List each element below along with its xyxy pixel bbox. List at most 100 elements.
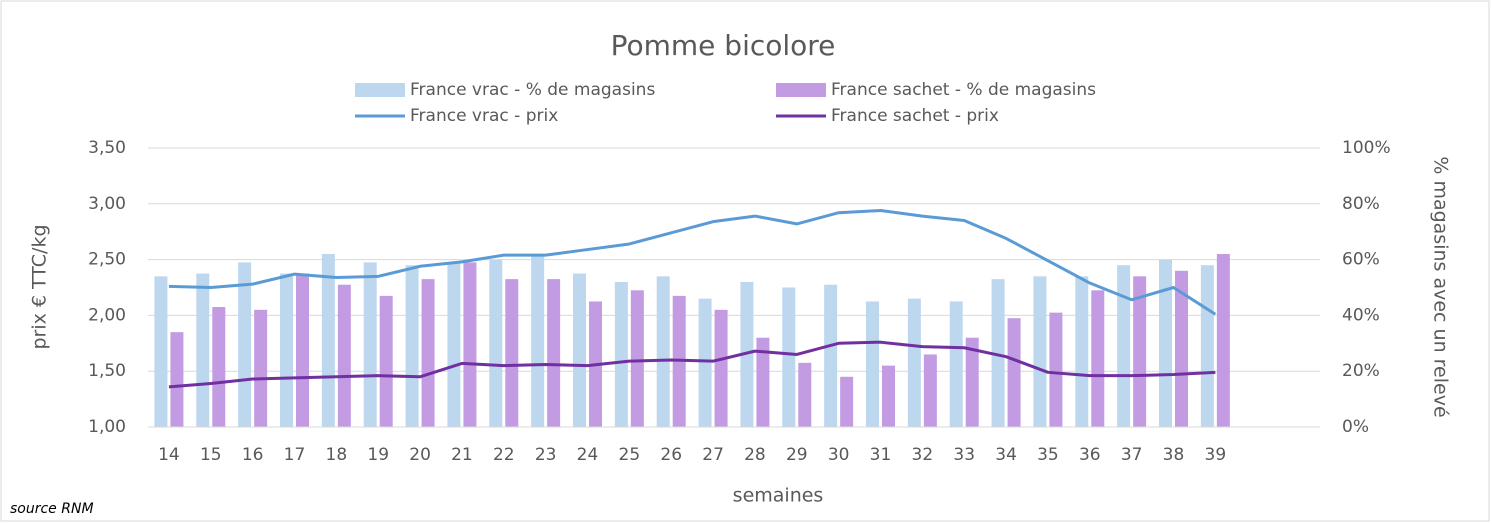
- bar: [463, 262, 477, 427]
- x-tick-label: 36: [1079, 445, 1101, 465]
- x-tick-label: 30: [828, 445, 850, 465]
- x-tick-label: 19: [367, 445, 389, 465]
- x-tick-label: 22: [493, 445, 515, 465]
- x-tick-label: 15: [200, 445, 222, 465]
- legend-label: France vrac - % de magasins: [410, 80, 655, 100]
- bar: [170, 332, 184, 427]
- x-tick-label: 37: [1121, 445, 1143, 465]
- y2-tick-label: 20%: [1342, 361, 1380, 381]
- x-tick-label: 20: [409, 445, 431, 465]
- bar: [363, 262, 377, 427]
- bar: [840, 376, 854, 427]
- y2-tick-label: 40%: [1342, 305, 1380, 325]
- bar: [907, 298, 921, 427]
- bar: [949, 301, 963, 427]
- bar: [991, 279, 1005, 427]
- legend-label: France sachet - prix: [831, 106, 999, 126]
- x-tick-label: 33: [953, 445, 975, 465]
- line: [168, 340, 1216, 389]
- x-tick-label: 38: [1163, 445, 1185, 465]
- bar: [1175, 270, 1188, 427]
- bar: [1216, 254, 1230, 427]
- bar: [1049, 312, 1063, 427]
- bar: [1007, 318, 1021, 427]
- y2-tick-label: 60%: [1342, 250, 1380, 270]
- x-tick-label: 21: [451, 445, 473, 465]
- x-tick-label: 16: [242, 445, 264, 465]
- x-tick-label: 18: [326, 445, 348, 465]
- x-tick-label: 28: [744, 445, 766, 465]
- bar: [1117, 265, 1131, 427]
- bar: [280, 273, 293, 427]
- bar: [254, 309, 268, 427]
- bar: [573, 273, 586, 427]
- x-tick-label: 23: [535, 445, 557, 465]
- bar: [714, 309, 728, 427]
- x-tick-label: 27: [702, 445, 724, 465]
- bar: [798, 362, 812, 427]
- line: [168, 208, 1217, 316]
- legend-swatch: [355, 83, 405, 97]
- bar: [547, 279, 561, 427]
- bar: [238, 262, 252, 427]
- chart-title: Pomme bicolore: [611, 29, 836, 62]
- y-tick-label: 2,00: [88, 305, 126, 325]
- y2-tick-label: 0%: [1342, 417, 1369, 437]
- x-tick-label: 25: [619, 445, 641, 465]
- x-tick-label: 26: [660, 445, 682, 465]
- bar: [1133, 276, 1147, 427]
- x-tick-label: 14: [158, 445, 180, 465]
- bar: [196, 273, 210, 427]
- bar: [1075, 276, 1089, 427]
- bar: [882, 365, 895, 427]
- bar: [296, 273, 309, 427]
- y-tick-label: 1,50: [88, 361, 126, 381]
- bar: [923, 354, 937, 427]
- bar: [405, 265, 419, 427]
- legend-label: France vrac - prix: [410, 106, 558, 126]
- bar: [531, 254, 545, 427]
- bar: [866, 301, 879, 427]
- bar: [1091, 290, 1105, 427]
- legend-label: France sachet - % de magasins: [831, 80, 1096, 100]
- x-tick-label: 31: [870, 445, 892, 465]
- bar: [698, 298, 712, 427]
- legend-swatch: [776, 83, 826, 97]
- x-tick-label: 32: [912, 445, 934, 465]
- bar: [489, 259, 503, 427]
- y-axis-title: prix € TTC/kg: [29, 224, 51, 349]
- bar: [656, 276, 670, 427]
- bar: [782, 287, 796, 427]
- bar: [154, 276, 168, 427]
- y-tick-label: 1,00: [88, 417, 126, 437]
- bar: [212, 307, 226, 427]
- y-tick-label: 3,50: [88, 138, 126, 158]
- bar: [614, 281, 628, 427]
- bar: [1033, 276, 1047, 427]
- bar: [379, 295, 393, 427]
- y-tick-label: 3,00: [88, 194, 126, 214]
- x-tick-label: 17: [284, 445, 306, 465]
- bar: [421, 279, 435, 427]
- y-tick-label: 2,50: [88, 250, 126, 270]
- x-tick-label: 35: [1037, 445, 1059, 465]
- bar: [447, 262, 461, 427]
- bar: [756, 337, 770, 427]
- bar: [1159, 259, 1172, 427]
- x-tick-label: 29: [786, 445, 808, 465]
- y2-tick-label: 100%: [1342, 138, 1391, 158]
- y2-axis-title: % magasins avec un relevé: [1430, 156, 1452, 417]
- x-axis-title: semaines: [733, 485, 824, 507]
- x-tick-label: 24: [577, 445, 599, 465]
- x-tick-label: 34: [995, 445, 1017, 465]
- bar: [1200, 265, 1214, 427]
- x-tick-label: 39: [1205, 445, 1227, 465]
- bar: [630, 290, 644, 427]
- source-note: source RNM: [10, 501, 94, 517]
- bar: [824, 284, 838, 427]
- bar: [337, 284, 351, 427]
- bar: [505, 279, 519, 427]
- bar: [321, 254, 335, 427]
- y2-tick-label: 80%: [1342, 194, 1380, 214]
